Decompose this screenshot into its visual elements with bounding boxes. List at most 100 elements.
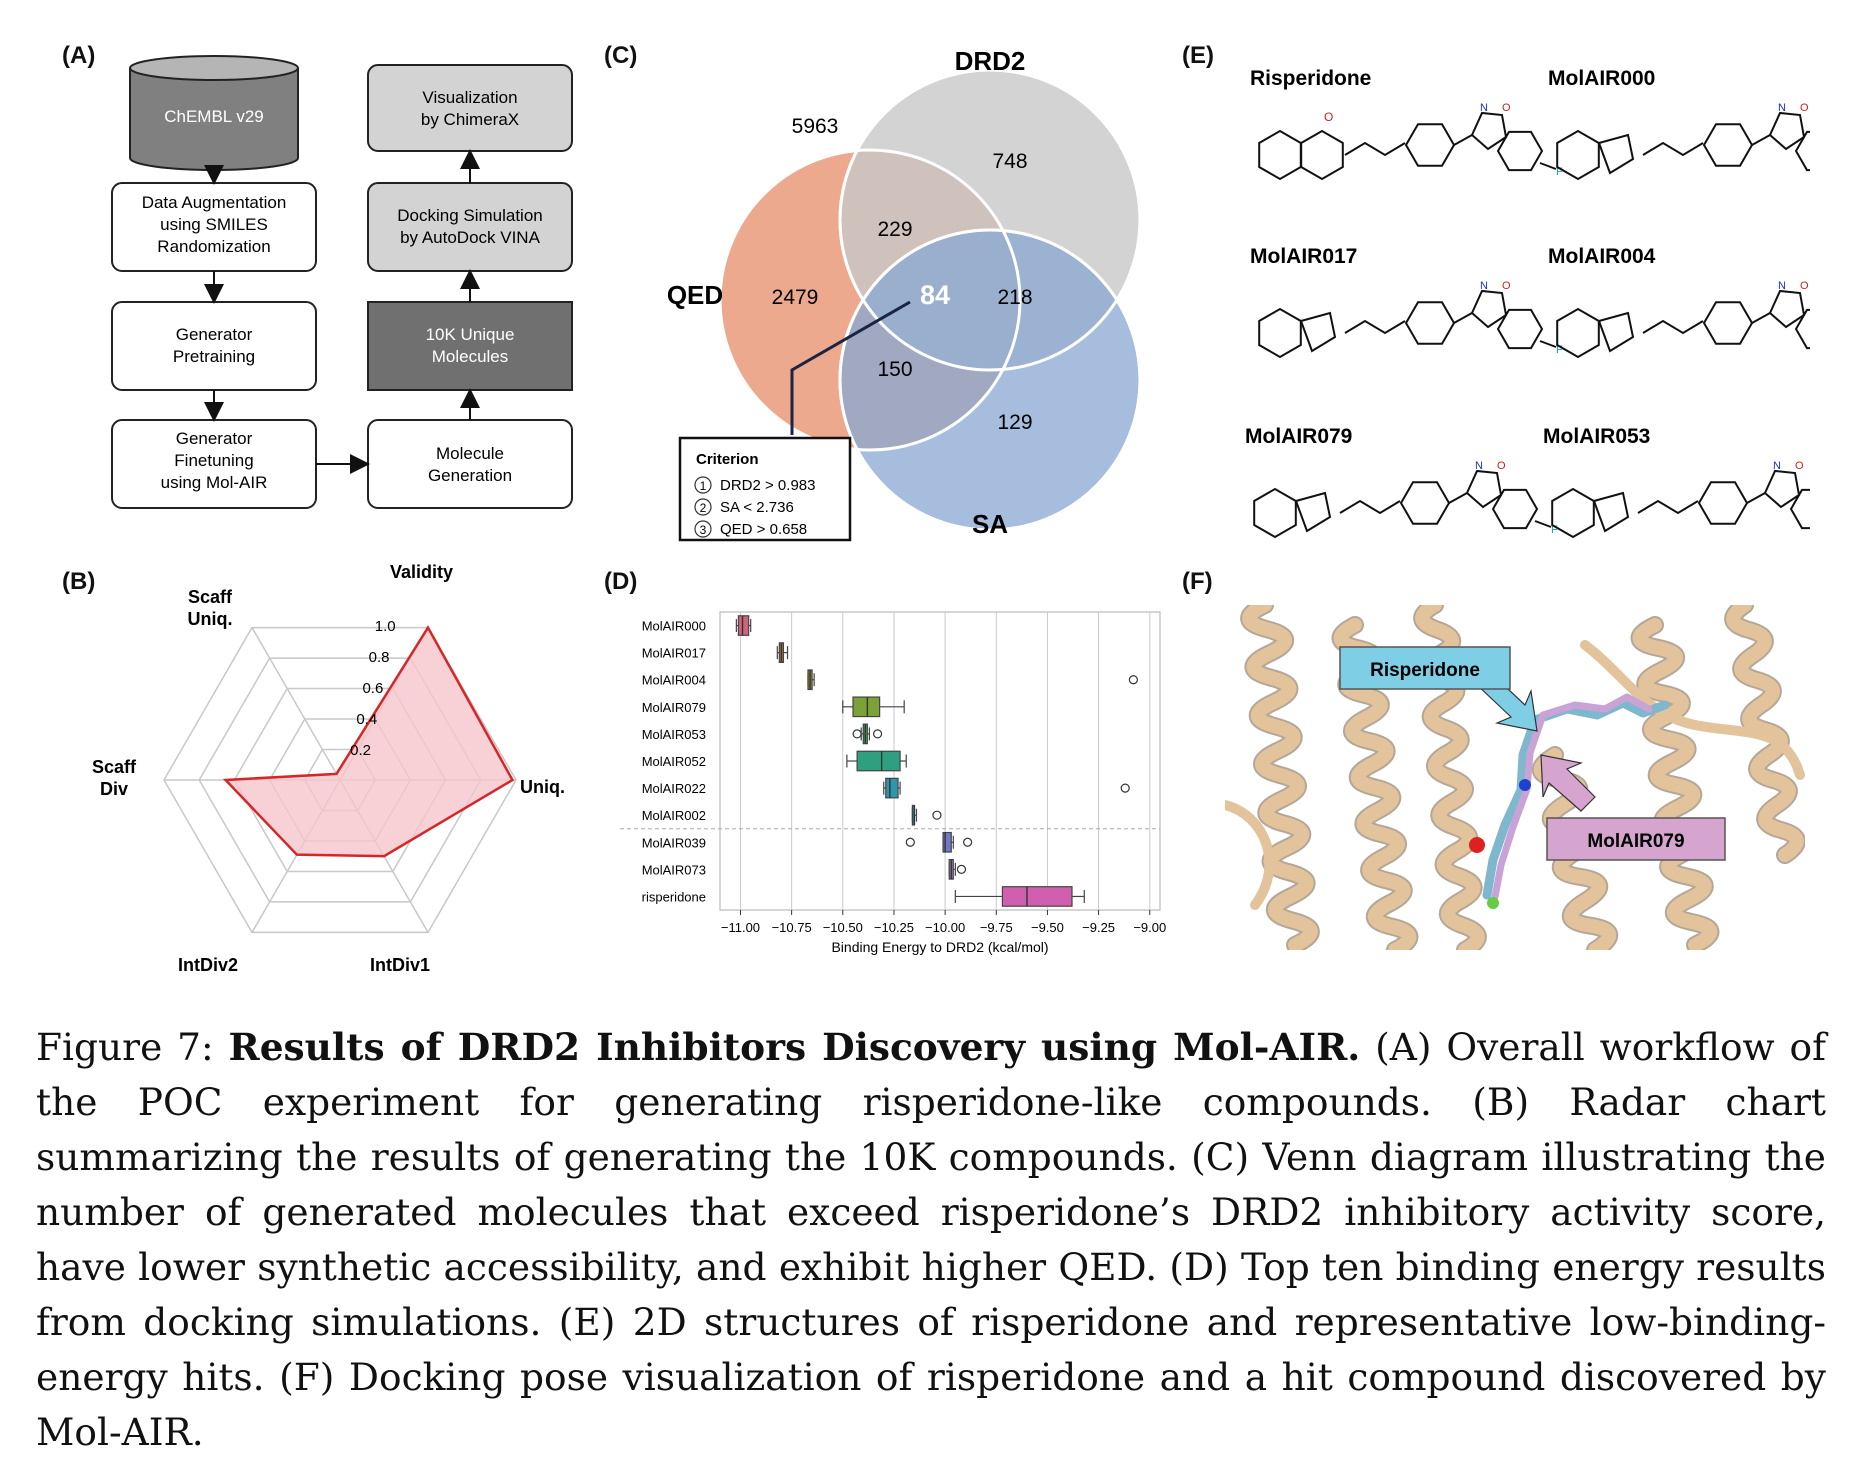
box-10k-unique-molecules — [367, 301, 573, 391]
box — [852, 696, 881, 718]
criterion-box: Criterion 1 DRD2 > 0.983 2 SA < 2.736 3 … — [678, 436, 852, 542]
figure-caption: Figure 7: Results of DRD2 Inhibitors Dis… — [36, 1020, 1826, 1460]
venn-label-qed: QED — [667, 280, 723, 310]
x-tick-label: −10.75 — [772, 920, 812, 935]
outlier — [1120, 783, 1130, 793]
y-tick-label: MolAIR079 — [642, 700, 706, 715]
venn-count-qed-sa: 150 — [877, 358, 912, 381]
y-tick-label: MolAIR017 — [642, 646, 706, 661]
molair079-tag: MolAIR079 — [1546, 817, 1726, 861]
molecule-name: Risperidone — [1250, 67, 1371, 90]
svg-text:N: N — [1773, 460, 1781, 472]
x-tick-label: −9.00 — [1133, 920, 1166, 935]
box-docking-simulation — [367, 182, 573, 272]
y-tick-label: risperidone — [642, 889, 706, 904]
y-tick-label: MolAIR002 — [642, 808, 706, 823]
radar-tick-label: 1.0 — [375, 618, 396, 635]
svg-text:O: O — [1502, 280, 1511, 292]
molair079-arrow — [1540, 754, 1596, 812]
venn-diagram: DRD2 QED SA 5963 748 2479 129 229 218 15… — [667, 46, 1142, 542]
y-tick-label: MolAIR073 — [642, 862, 706, 877]
outlier — [956, 864, 967, 874]
radar-axis-label: IntDiv1 — [370, 955, 430, 975]
venn-count-drd2-only: 748 — [992, 150, 1027, 173]
panel-label-e: (E) — [1182, 42, 1214, 69]
panel-label-f: (F) — [1182, 568, 1213, 595]
box — [885, 777, 899, 799]
radar-spoke — [251, 627, 341, 781]
molecule-name: MolAIR017 — [1250, 245, 1357, 268]
panel-label-d: (D) — [604, 568, 638, 595]
svg-text:F: F — [1556, 344, 1563, 356]
venn-count-all: 84 — [920, 280, 950, 310]
box-generator-pretraining — [111, 301, 317, 391]
docking-pose-visualization: Risperidone MolAIR079 — [1225, 605, 1805, 950]
molecule-molair000: MolAIR000 N O F — [1548, 67, 1810, 181]
panel-label-c: (C) — [604, 42, 638, 69]
venn-count-qed-only: 2479 — [772, 286, 819, 309]
panel-label-a: (A) — [62, 42, 96, 69]
molecule-molair017: MolAIR017 N O F — [1250, 245, 1563, 359]
svg-text:DRD2 > 0.983: DRD2 > 0.983 — [720, 477, 815, 494]
svg-text:N: N — [1480, 102, 1488, 114]
svg-text:N: N — [1475, 460, 1483, 472]
workflow-diagram: ChEMBL v29 Data Augmentation using SMILES… — [111, 55, 573, 509]
molecule-molair079: MolAIR079 N O F — [1245, 425, 1558, 539]
risperidone-tag: Risperidone — [1339, 646, 1511, 690]
y-tick-label: MolAIR052 — [642, 754, 706, 769]
caption-body: (A) Overall workflow of the POC experime… — [36, 1025, 1826, 1454]
outlier — [932, 810, 942, 820]
svg-text:MolAIR079: MolAIR079 — [1587, 831, 1684, 852]
molecule-name: MolAIR000 — [1548, 67, 1655, 90]
y-tick-label: MolAIR039 — [642, 835, 706, 850]
radar-chart: 1.0 0.8 0.6 0.4 0.2 Validity Uniq. IntDiv1 IntDi… — [92, 562, 565, 975]
x-tick-label: −10.00 — [925, 920, 965, 935]
y-tick-label: MolAIR004 — [642, 673, 706, 688]
workflow-arrows — [204, 149, 480, 474]
molecule-molair053: MolAIR053 N O F — [1543, 425, 1810, 539]
molecule-name: MolAIR053 — [1543, 425, 1650, 448]
panel-label-b: (B) — [62, 568, 96, 595]
x-tick-label: −10.50 — [823, 920, 863, 935]
molecule-risperidone: Risperidone N O F O — [1250, 67, 1563, 181]
svg-text:O: O — [1800, 102, 1809, 114]
y-tick-label: MolAIR053 — [642, 727, 706, 742]
x-tick-label: −9.50 — [1031, 920, 1064, 935]
x-tick-label: −11.00 — [721, 920, 760, 935]
box — [737, 615, 750, 636]
radar-axis-label: Validity — [390, 562, 453, 582]
x-axis-label: Binding Energy to DRD2 (kcal/mol) — [831, 939, 1048, 955]
svg-text:F: F — [1551, 524, 1558, 536]
svg-text:Criterion: Criterion — [696, 451, 759, 468]
x-tick-label: −9.75 — [980, 920, 1013, 935]
venn-count-sa-only: 129 — [997, 411, 1032, 434]
outlier — [1128, 675, 1138, 685]
criterion-pointer — [790, 300, 911, 435]
molecule-structures: RisperidoneNOFOMolAIR000NOFMolAIR017NOFM… — [1245, 67, 1810, 539]
radar-axis-label: Scaff Div — [92, 757, 137, 799]
ligand-molair079 — [1491, 693, 1653, 901]
plot-frame — [719, 611, 1161, 911]
svg-text:SA < 2.736: SA < 2.736 — [720, 499, 794, 516]
svg-text:QED > 0.658: QED > 0.658 — [720, 521, 807, 538]
box-molecule-generation — [367, 419, 573, 509]
svg-text:N: N — [1778, 102, 1786, 114]
venn-count-outside: 5963 — [792, 115, 839, 138]
y-tick-label: MolAIR000 — [642, 619, 706, 634]
venn-count-drd2-sa: 218 — [997, 286, 1032, 309]
box — [1001, 886, 1073, 907]
radar-values — [222, 625, 515, 858]
molecule-name: MolAIR079 — [1245, 425, 1352, 448]
binding-energy-boxplot: −11.00 −10.75 −10.50 −10.25 −10.00 −9.75 −9.50… — [620, 611, 1166, 955]
x-tick-label: −10.25 — [874, 920, 914, 935]
molecule-name: MolAIR004 — [1548, 245, 1656, 268]
svg-text:1: 1 — [700, 479, 707, 493]
svg-text:F: F — [1556, 166, 1563, 178]
chembl-database: ChEMBL v29 — [129, 55, 299, 171]
svg-text:2: 2 — [700, 501, 707, 515]
